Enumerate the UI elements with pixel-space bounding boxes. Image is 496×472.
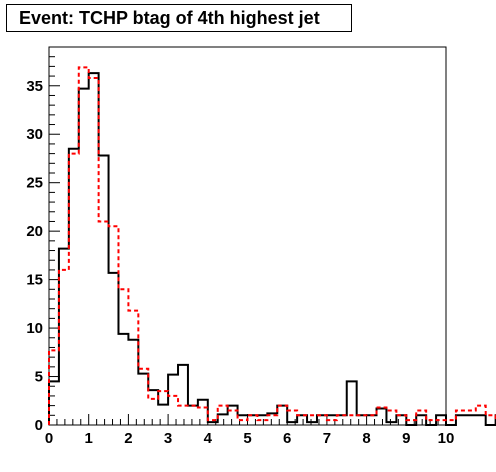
histogram-series-dashed xyxy=(48,66,496,425)
y-tick-label: 35 xyxy=(26,78,43,95)
x-tick-label: 7 xyxy=(323,430,331,447)
x-tick-label: 3 xyxy=(164,430,172,447)
x-tick-label: 5 xyxy=(243,430,251,447)
histogram-series-solid xyxy=(48,72,496,426)
y-tick-labels: 0 5 10 15 20 25 30 35 xyxy=(26,78,43,434)
x-tick-labels: 0 1 2 3 4 5 6 7 8 9 10 xyxy=(45,430,455,447)
y-tick-label: 30 xyxy=(26,126,43,143)
y-tick-label: 5 xyxy=(35,369,43,386)
y-tick-label: 25 xyxy=(26,175,43,192)
y-tick-label: 20 xyxy=(26,223,43,240)
x-tick-label: 1 xyxy=(85,430,93,447)
x-tick-label: 0 xyxy=(45,430,53,447)
x-tick-label: 4 xyxy=(204,430,213,447)
y-tick-label: 0 xyxy=(35,417,43,434)
y-tick-label: 10 xyxy=(26,320,43,337)
x-tick-label: 9 xyxy=(402,430,410,447)
x-tick-label: 6 xyxy=(283,430,291,447)
chart-title: Event: TCHP btag of 4th highest jet xyxy=(6,4,352,32)
x-tick-label: 8 xyxy=(362,430,370,447)
x-tick-label: 10 xyxy=(438,430,455,447)
x-tick-label: 2 xyxy=(124,430,132,447)
series-group xyxy=(48,66,496,426)
y-tick-label: 15 xyxy=(26,272,43,289)
